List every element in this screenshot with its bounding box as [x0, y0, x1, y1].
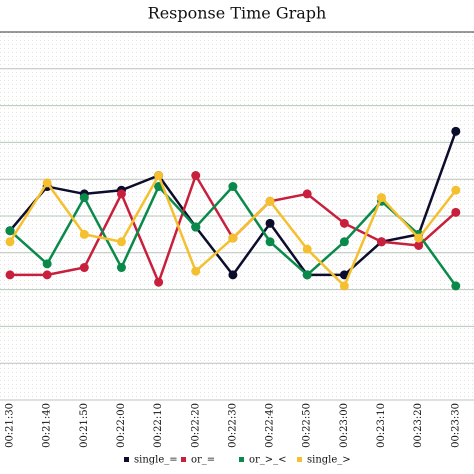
point [154, 171, 164, 181]
x-tick-label: 00:22:40 [265, 403, 276, 448]
x-tick: 00:21:30 [5, 403, 16, 448]
point [191, 171, 201, 181]
point [5, 226, 15, 236]
x-tick: 00:22:10 [153, 403, 164, 448]
x-tick: 00:23:10 [376, 403, 387, 448]
point [42, 178, 52, 188]
x-tick: 00:23:00 [339, 403, 350, 448]
x-tick-label: 00:22:00 [116, 403, 127, 448]
x-tick-label: 00:21:40 [42, 403, 53, 448]
x-tick-label: 00:22:30 [227, 403, 238, 448]
point [265, 237, 275, 247]
x-tick-label: 00:23:20 [413, 403, 424, 448]
point [228, 270, 238, 280]
legend-label: or_>_< [249, 455, 287, 466]
x-tick: 00:22:50 [302, 403, 313, 448]
point [339, 270, 349, 280]
point [79, 229, 89, 239]
point [265, 218, 275, 228]
point [79, 193, 89, 203]
x-tick: 00:21:40 [42, 403, 53, 448]
point [302, 270, 312, 280]
point [414, 233, 424, 243]
point [339, 237, 349, 247]
point [414, 240, 424, 250]
x-tick: 00:22:30 [227, 403, 238, 448]
x-tick-label: 00:22:10 [153, 403, 164, 448]
x-tick: 00:22:20 [190, 403, 201, 448]
legend-label: single_> [307, 455, 351, 466]
legend-label: single_= [134, 455, 178, 466]
point [451, 207, 461, 217]
point [228, 233, 238, 243]
point [79, 263, 89, 273]
point [191, 222, 201, 232]
x-tick: 00:23:20 [413, 403, 424, 448]
point [5, 237, 15, 247]
x-tick-label: 00:21:30 [5, 403, 16, 448]
legend-label: or_= [191, 455, 215, 466]
point [339, 218, 349, 228]
point [42, 270, 52, 280]
point [377, 193, 386, 203]
point [451, 126, 461, 136]
legend-swatch [124, 457, 129, 462]
point [116, 189, 126, 199]
x-tick-label: 00:23:30 [450, 403, 461, 448]
point [116, 263, 126, 273]
point [116, 237, 126, 247]
point [339, 281, 349, 291]
point [377, 237, 386, 247]
x-tick-label: 00:22:20 [190, 403, 201, 448]
legend-swatch [297, 457, 302, 462]
legend-swatch [181, 457, 186, 462]
legend-swatch [239, 457, 244, 462]
point [265, 196, 275, 206]
x-tick: 00:23:30 [450, 403, 461, 448]
x-tick-label: 00:23:10 [376, 403, 387, 448]
point [451, 185, 461, 195]
point [302, 189, 312, 199]
x-tick: 00:22:40 [265, 403, 276, 448]
point [191, 266, 201, 276]
x-tick-label: 00:22:50 [302, 403, 313, 448]
chart-title: Response Time Graph [148, 4, 327, 23]
point [302, 244, 312, 254]
x-tick: 00:21:50 [79, 403, 90, 448]
point [42, 259, 52, 269]
point [228, 182, 238, 192]
point [154, 277, 164, 287]
x-tick-label: 00:21:50 [79, 403, 90, 448]
point [5, 270, 15, 280]
point [451, 281, 461, 291]
x-tick: 00:22:00 [116, 403, 127, 448]
x-tick-label: 00:23:00 [339, 403, 350, 448]
